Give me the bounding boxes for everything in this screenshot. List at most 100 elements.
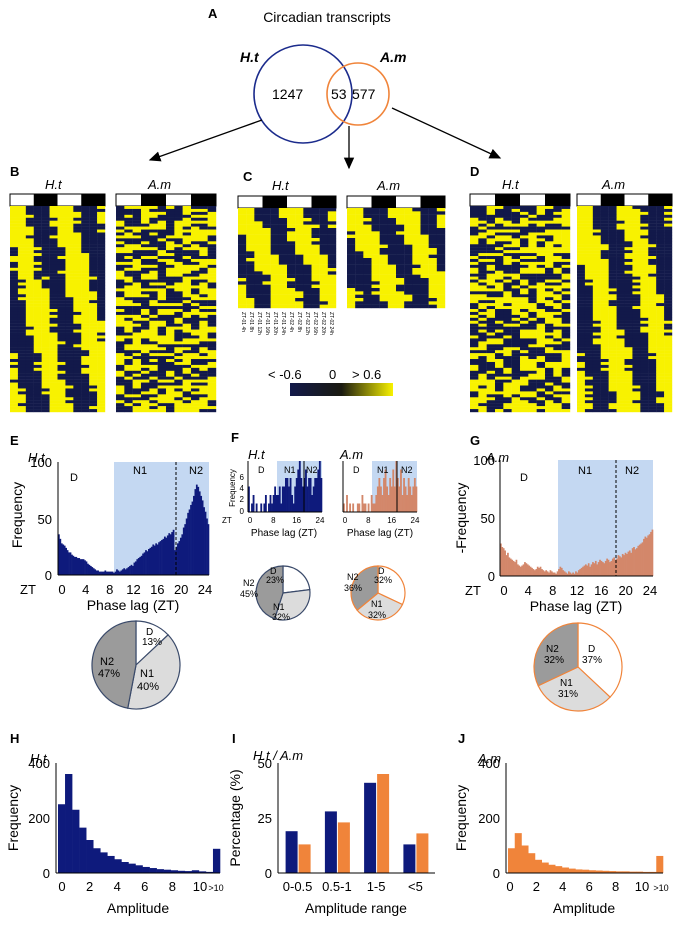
heatmap-cell [608, 297, 617, 301]
heatmap-cell [182, 261, 192, 266]
heatmap-cell [116, 309, 125, 313]
heatmap-cell [470, 379, 479, 383]
heatmap-cell [664, 273, 673, 277]
heatmap-b-ht [9, 193, 106, 413]
heatmap-tick-label: ZT-02 12h [304, 312, 310, 335]
heatmap-cell [412, 221, 421, 225]
heatmap-cell [73, 276, 82, 280]
heatmap-cell [577, 270, 586, 274]
heatmap-cell [379, 218, 389, 222]
histogram-bar [133, 562, 136, 575]
heatmap-cell [303, 241, 312, 245]
heatmap-cell [632, 350, 641, 354]
heatmap-cell [303, 291, 312, 295]
heatmap-cell [503, 253, 512, 257]
heatmap-cell [73, 211, 82, 216]
heatmap-cell [632, 291, 641, 295]
heatmap-cell [49, 359, 58, 363]
heatmap-cell [561, 382, 571, 386]
heatmap-cell [664, 297, 673, 301]
heatmap-cell [49, 344, 58, 348]
heatmap-cell [81, 276, 90, 280]
heatmap-cell [89, 394, 98, 398]
heatmap-cell [470, 267, 479, 271]
heatmap-cell [238, 301, 247, 305]
heatmap-cell [207, 303, 217, 307]
heatmap-cell [303, 248, 312, 252]
heatmap-cell [199, 403, 208, 407]
heatmap-cell [616, 273, 625, 277]
heatmap-cell [116, 206, 125, 210]
panel-c-heatmaps: C H.t A.m ZT-01 4h ZT-01 8h ZT-01 12h ZT-01… [237, 169, 446, 335]
heatmap-cell [379, 271, 389, 275]
heatmap-cell [561, 288, 571, 292]
heatmap-cell [608, 214, 617, 218]
heatmap-cell [428, 278, 438, 282]
heatmap-cell [511, 394, 521, 398]
heatmap-cell [49, 326, 58, 330]
heatmap-cell [73, 373, 82, 377]
heatmap-cell [536, 279, 546, 283]
heatmap-cell [191, 359, 200, 363]
heatmap-cell [470, 409, 479, 413]
grouped-bar [324, 811, 337, 873]
heatmap-cell [420, 254, 429, 259]
heatmap-cell [363, 301, 372, 305]
heatmap-cell [17, 250, 27, 254]
heatmap-cell [486, 208, 496, 213]
heatmap-cell [561, 309, 571, 313]
heatmap-cell [592, 309, 601, 313]
heatmap-cell [17, 361, 27, 366]
heatmap-cell [17, 270, 27, 274]
heatmap-cell [287, 264, 296, 269]
heatmap-cell [495, 258, 504, 263]
heatmap-cell [528, 208, 537, 213]
heatmap-cell [73, 267, 82, 271]
heatmap-cell [495, 297, 504, 301]
heatmap-cell [561, 244, 571, 248]
heatmap-cell [207, 214, 217, 218]
heatmap-cell [592, 256, 601, 260]
heatmap-cell [97, 359, 106, 363]
heatmap-cell [553, 332, 562, 336]
heatmap-cell [536, 359, 546, 363]
histogram-bar [156, 544, 159, 575]
heatmap-cell [600, 232, 609, 236]
heatmap-cell [545, 385, 554, 389]
heatmap-cell [270, 284, 280, 289]
heatmap-cell [311, 218, 320, 222]
heatmap-cell [528, 311, 537, 316]
heatmap-cell [97, 226, 106, 230]
heatmap-cell [600, 359, 609, 363]
heatmap-cell [396, 261, 405, 265]
heatmap-cell [199, 226, 208, 230]
heatmap-cell [624, 359, 633, 363]
heatmap-cell [420, 288, 429, 292]
heatmap-cell [157, 220, 167, 224]
heatmap-cell [608, 394, 617, 398]
category-label: 1-5 [367, 879, 386, 894]
heatmap-cell [404, 274, 413, 279]
heatmap-cell [495, 261, 504, 266]
heatmap-cell [295, 248, 304, 252]
heatmap-cell [503, 291, 512, 295]
heatmap-cell [347, 301, 356, 305]
heatmap-tick-label: ZT-02 24h [328, 312, 334, 335]
heatmap-cell [89, 329, 98, 333]
heatmap-cell [545, 238, 554, 242]
heatmap-cell [10, 400, 19, 404]
heatmap-cell [584, 359, 594, 363]
heatmap-cell [486, 211, 496, 216]
histogram-bar [198, 491, 201, 575]
histogram-bar [649, 871, 657, 873]
heatmap-cell [478, 326, 487, 330]
heatmap-cell [545, 229, 554, 233]
heatmap-cell [528, 394, 537, 398]
histogram-bar [623, 555, 625, 576]
heatmap-cell [262, 231, 271, 235]
heatmap-cell [149, 332, 158, 336]
heatmap-cell [81, 253, 90, 257]
heatmap-cell [97, 400, 106, 404]
histogram-bar [100, 852, 108, 874]
heatmap-cell [199, 256, 208, 260]
